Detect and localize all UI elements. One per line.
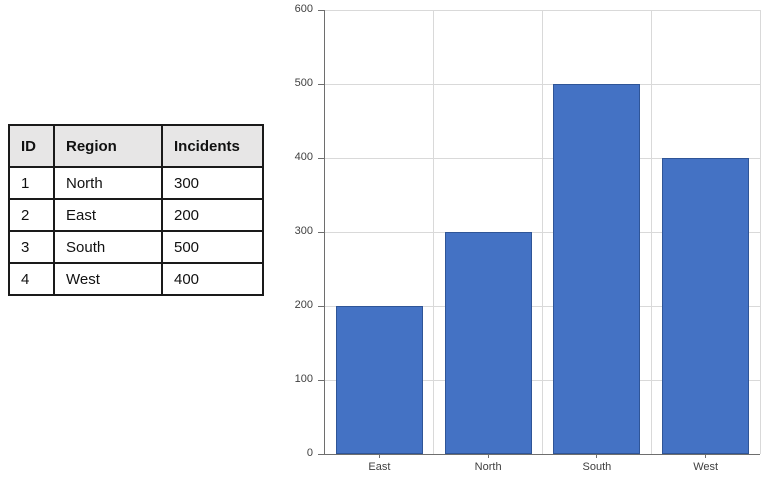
cell-incidents: 500 xyxy=(161,230,264,264)
cell-id: 3 xyxy=(8,230,55,264)
y-axis-label: 100 xyxy=(294,373,313,385)
table-row: 1 North 300 xyxy=(8,166,264,200)
cell-region: South xyxy=(53,230,163,264)
x-gridline xyxy=(650,10,652,454)
y-axis-label: 500 xyxy=(294,77,313,89)
x-axis-line xyxy=(324,454,760,455)
y-axis-tick xyxy=(318,453,324,455)
table-row: 4 West 400 xyxy=(8,262,264,296)
y-axis-tick xyxy=(318,83,324,85)
x-gridline xyxy=(759,10,761,454)
cell-id: 2 xyxy=(8,198,55,232)
x-axis-label: West xyxy=(693,461,719,473)
x-gridline xyxy=(433,10,435,454)
x-gridline xyxy=(542,10,543,454)
cell-incidents: 300 xyxy=(161,166,264,200)
y-axis-tick xyxy=(318,305,324,307)
y-axis-label: 400 xyxy=(294,151,313,163)
y-axis-label: 200 xyxy=(294,299,313,311)
cell-incidents: 200 xyxy=(161,198,264,232)
y-axis-line xyxy=(324,10,325,454)
table-row: 2 East 200 xyxy=(8,198,264,232)
cell-id: 4 xyxy=(8,262,55,296)
cell-region: East xyxy=(53,198,163,232)
x-axis-label: South xyxy=(582,461,612,473)
x-axis-tick xyxy=(378,454,380,458)
cell-region: West xyxy=(53,262,163,296)
column-header-id: ID xyxy=(8,124,55,168)
x-axis-tick xyxy=(487,454,489,458)
x-axis-label: North xyxy=(474,461,502,473)
cell-region: North xyxy=(53,166,163,200)
cell-incidents: 400 xyxy=(161,262,264,296)
y-axis-label: 600 xyxy=(294,3,313,15)
column-header-region: Region xyxy=(53,124,163,168)
x-axis-tick xyxy=(596,454,598,458)
bar xyxy=(662,158,750,454)
bar xyxy=(553,84,641,454)
bar xyxy=(335,306,423,454)
x-axis-label: East xyxy=(368,461,391,473)
incidents-table: ID Region Incidents 1 North 300 2 East 2… xyxy=(8,124,264,296)
y-axis-label: 0 xyxy=(306,447,313,459)
x-axis-tick xyxy=(705,454,707,458)
column-header-incidents: Incidents xyxy=(161,124,264,168)
y-axis-tick xyxy=(318,157,324,159)
table-header-row: ID Region Incidents xyxy=(8,124,264,168)
y-axis-tick xyxy=(318,379,324,381)
table-row: 3 South 500 xyxy=(8,230,264,264)
y-axis-tick xyxy=(318,231,324,233)
cell-id: 1 xyxy=(8,166,55,200)
y-axis-label: 300 xyxy=(294,225,313,237)
bar xyxy=(444,232,532,454)
y-axis-tick xyxy=(318,9,324,11)
